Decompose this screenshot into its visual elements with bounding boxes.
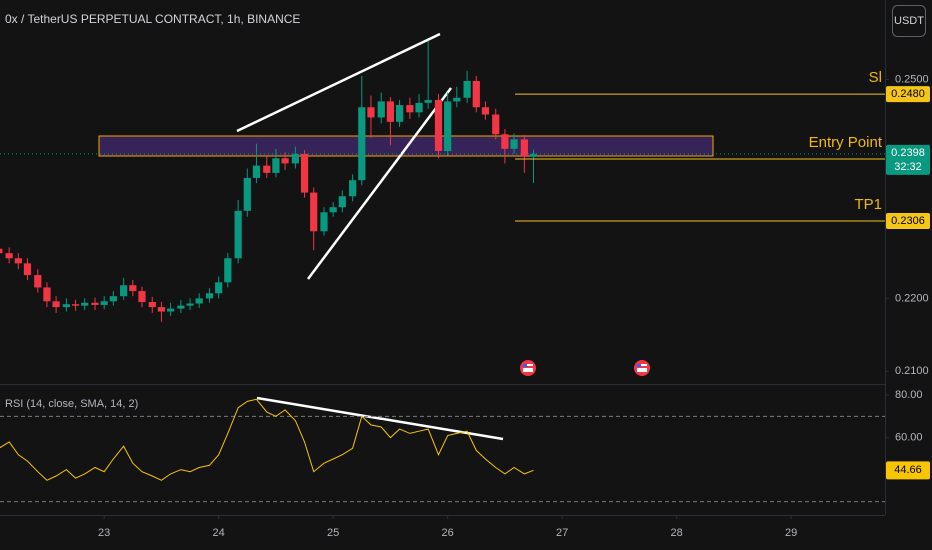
candle-body — [71, 304, 80, 306]
candle-body — [186, 303, 194, 306]
candle-body — [148, 302, 156, 308]
candle-body — [109, 296, 117, 302]
candle-body — [138, 291, 146, 303]
candle-body — [501, 134, 509, 149]
x-tick-label: 26 — [442, 527, 454, 539]
candle-body — [377, 101, 385, 118]
trend-line — [236, 32, 441, 133]
candle-body — [492, 114, 500, 135]
candle-body — [472, 80, 480, 108]
candle-body — [157, 307, 166, 312]
drawings — [98, 32, 714, 441]
last-price-box — [886, 144, 930, 175]
candle-body — [91, 302, 99, 305]
candle-body — [23, 263, 32, 276]
candle-body — [263, 165, 271, 173]
candle-body — [234, 210, 242, 259]
candle-body — [329, 207, 337, 213]
chart-title: 0x / TetherUS PERPETUAL CONTRACT, 1h, BI… — [5, 12, 300, 26]
event-icon — [634, 360, 650, 376]
candle-body — [5, 253, 13, 259]
candle-body — [291, 153, 299, 164]
candle-body — [281, 158, 289, 164]
candle-body — [272, 158, 280, 173]
x-tick-label: 23 — [98, 527, 110, 539]
event-icon — [520, 360, 536, 376]
candle-body — [358, 107, 366, 181]
candle-body — [100, 301, 108, 305]
candle-body — [177, 305, 185, 309]
candle-body — [224, 258, 232, 283]
candle-body — [481, 107, 490, 115]
x-tick-label: 27 — [556, 527, 568, 539]
candle-body — [529, 153, 538, 157]
indicator-title: RSI (14, close, SMA, 14, 2) — [5, 398, 138, 410]
candle-body — [166, 308, 175, 312]
countdown-label: 32:32 — [894, 161, 922, 173]
y-tick-label: 0.2500 — [895, 73, 929, 85]
candle-body — [120, 285, 128, 297]
candle-body — [415, 102, 423, 113]
currency-label[interactable]: USDT — [894, 15, 924, 27]
entry-zone — [98, 135, 714, 157]
level-annotation: Entry Point — [809, 134, 883, 151]
currency-button[interactable] — [892, 5, 926, 37]
candle-body — [43, 287, 51, 302]
candle-body — [406, 105, 414, 113]
rsi-value-label: 44.66 — [894, 464, 922, 476]
rsi-value-box — [886, 461, 930, 480]
candle-body — [0, 248, 3, 254]
candle-body — [252, 165, 261, 179]
candle-body — [34, 275, 42, 288]
candle-body — [395, 105, 404, 122]
candle-body — [434, 99, 443, 152]
candle-body — [453, 97, 461, 102]
candle-body — [243, 178, 251, 211]
candle-body — [52, 301, 60, 308]
candle-body — [62, 304, 71, 308]
candle-body — [444, 101, 452, 152]
candle-body — [195, 298, 203, 304]
candle-body — [510, 139, 518, 149]
candle-body — [300, 153, 309, 193]
trend-line — [306, 87, 453, 280]
level-price-label: 0.2306 — [891, 215, 925, 227]
x-tick-label: 24 — [213, 527, 225, 539]
candle-body — [310, 192, 318, 232]
candle-body — [424, 99, 432, 103]
x-tick-label: 29 — [785, 527, 797, 539]
level-price-box — [886, 213, 930, 230]
candle-body — [338, 196, 346, 208]
rsi-y-tick-label: 60.00 — [895, 432, 923, 444]
candle-body — [205, 293, 214, 299]
candle-body — [14, 258, 22, 264]
level-annotation: Sl — [869, 69, 882, 86]
candle-body — [349, 180, 357, 197]
level-price-label: 0.2480 — [891, 88, 925, 100]
candle-body — [81, 302, 89, 306]
candle-body — [129, 285, 137, 292]
level-price-box — [886, 86, 930, 103]
candle-body — [520, 139, 528, 157]
rsi-line — [0, 398, 534, 481]
level-annotation: TP1 — [854, 196, 882, 213]
x-tick-label: 28 — [671, 527, 683, 539]
candle-body — [367, 107, 375, 118]
rsi-y-tick-label: 80.00 — [895, 389, 923, 401]
candle-body — [463, 80, 471, 98]
y-tick-label: 0.2100 — [895, 365, 929, 377]
candle-body — [386, 101, 395, 122]
y-tick-label: 0.2200 — [895, 292, 929, 304]
candle-body — [320, 212, 328, 232]
x-tick-label: 25 — [327, 527, 339, 539]
last-price-label: 0.2398 — [891, 147, 925, 159]
candle-body — [215, 282, 223, 294]
